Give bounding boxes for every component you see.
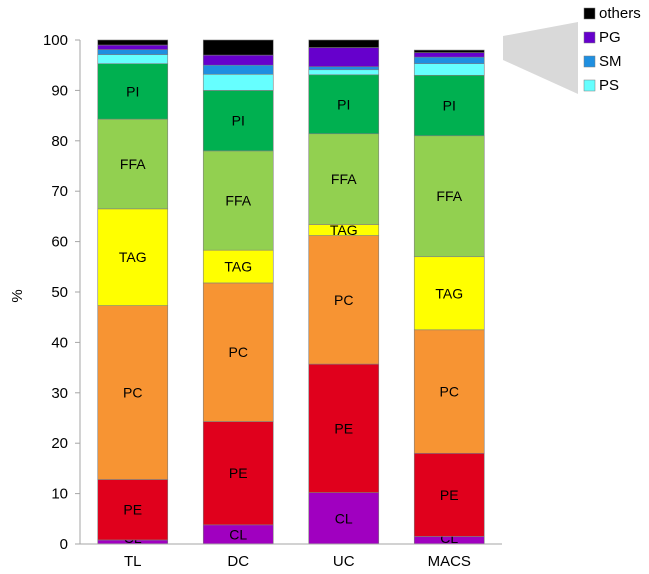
segment-label-pc-macs: PC: [440, 384, 459, 400]
y-axis: 0 10 20 30 40 50 60 70 80 90 100: [43, 32, 81, 553]
segment-label-ffa-macs: FFA: [436, 188, 462, 204]
category-label-tl: TL: [124, 553, 142, 570]
bar-segment-ffa-tl: [97, 118, 169, 210]
bar-segment-ps-uc: [308, 69, 380, 76]
y-tick-label: 30: [51, 385, 68, 402]
y-tick-label: 0: [60, 536, 68, 553]
category-label-dc: DC: [227, 553, 249, 570]
bar-segment-ffa-dc: [202, 150, 274, 251]
segment-label-pe-tl: PE: [123, 502, 142, 518]
bar-segment-pe-dc: [202, 421, 274, 526]
y-tick-label: 50: [51, 284, 68, 301]
bar-segment-pe-uc: [308, 363, 380, 493]
bar-segment-tag-dc: [202, 249, 274, 284]
segment-label-cl-dc: CL: [229, 526, 247, 542]
bar-segment-tag-macs: [413, 256, 485, 331]
segment-label-cl-uc: CL: [335, 510, 353, 526]
y-tick-label: 80: [51, 133, 68, 150]
bar-segment-ps-dc: [202, 73, 274, 91]
bar-segment-pc-dc: [202, 282, 274, 422]
segment-label-pe-dc: PE: [229, 465, 248, 481]
bar-segment-pe-macs: [413, 452, 485, 537]
y-tick-label: 40: [51, 334, 68, 351]
bars: CLPEPCTAGFFAPICLPEPCTAGFFAPICLPEPCTAGFFA…: [97, 39, 485, 546]
segment-label-ffa-dc: FFA: [225, 193, 251, 209]
bar-segment-pc-macs: [413, 329, 485, 454]
bar-segment-pc-uc: [308, 235, 380, 365]
legend-swatch-others: [583, 7, 596, 20]
bar-segment-pe-tl: [97, 479, 169, 541]
legend-label-pg: PG: [599, 29, 621, 46]
segment-label-pe-macs: PE: [440, 487, 459, 503]
y-tick-label: 10: [51, 486, 68, 503]
segment-label-pi-uc: PI: [337, 96, 350, 112]
bar-segment-pi-dc: [202, 90, 274, 152]
bar-segment-pg-uc: [308, 47, 380, 68]
y-axis-label: %: [9, 289, 26, 302]
bar-segment-sm-uc: [308, 66, 380, 71]
bar-segment-others-uc: [308, 39, 380, 48]
segment-label-pi-macs: PI: [443, 98, 456, 114]
segment-label-pc-uc: PC: [334, 292, 353, 308]
legend-callout-wedge: [503, 22, 578, 94]
bar-segment-pi-uc: [308, 74, 380, 135]
segment-label-tag-tl: TAG: [119, 249, 147, 265]
segment-label-tag-macs: TAG: [435, 285, 463, 301]
bar-segment-pi-macs: [413, 74, 485, 137]
bar-segment-ps-macs: [413, 63, 485, 76]
bar-segment-ffa-macs: [413, 135, 485, 258]
segment-label-pi-tl: PI: [126, 83, 139, 99]
bar-segment-others-macs: [413, 49, 485, 53]
category-label-macs: MACS: [428, 553, 471, 570]
segment-label-pc-dc: PC: [229, 344, 248, 360]
y-tick-label: 100: [43, 32, 68, 49]
bar-segment-sm-macs: [413, 56, 485, 64]
legend-label-ps: PS: [599, 77, 619, 94]
bar-segment-pc-tl: [97, 305, 169, 480]
x-axis: TL DC UC MACS: [80, 543, 502, 570]
bar-segment-pg-dc: [202, 54, 274, 66]
bar-segment-ffa-uc: [308, 133, 380, 225]
bar-segment-others-dc: [202, 39, 274, 56]
bar-segment-others-tl: [97, 39, 169, 46]
segment-label-pc-tl: PC: [123, 385, 142, 401]
legend-swatch-pg: [583, 31, 596, 44]
y-tick-label: 20: [51, 435, 68, 452]
legend-swatch-sm: [583, 55, 596, 68]
bar-segment-ps-tl: [97, 54, 169, 64]
y-tick-label: 60: [51, 234, 68, 251]
bar-segment-sm-dc: [202, 64, 274, 75]
bar-segment-sm-tl: [97, 49, 169, 55]
segment-label-pe-uc: PE: [334, 420, 353, 436]
segment-label-tag-dc: TAG: [224, 259, 252, 275]
legend-swatch-ps: [583, 79, 596, 92]
legend: others PG SM PS: [583, 5, 641, 94]
segment-label-tag-uc: TAG: [330, 222, 358, 238]
bar-segment-pg-tl: [97, 44, 169, 50]
segment-label-pi-dc: PI: [232, 113, 245, 129]
bar-segment-tag-tl: [97, 208, 169, 306]
y-tick-label: 70: [51, 183, 68, 200]
segment-label-ffa-tl: FFA: [120, 156, 146, 172]
segment-label-ffa-uc: FFA: [331, 171, 357, 187]
legend-label-sm: SM: [599, 53, 622, 70]
bar-segment-pg-macs: [413, 52, 485, 58]
category-label-uc: UC: [333, 553, 355, 570]
legend-label-others: others: [599, 5, 641, 22]
y-tick-label: 90: [51, 82, 68, 99]
bar-segment-cl-uc: [308, 492, 380, 545]
